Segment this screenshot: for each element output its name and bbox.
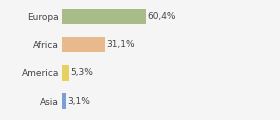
Bar [62,37,105,52]
Bar [62,93,66,109]
Text: 31,1%: 31,1% [106,40,135,49]
Bar [62,65,69,81]
Text: 60,4%: 60,4% [148,12,176,21]
Bar [62,9,146,24]
Text: 5,3%: 5,3% [71,68,93,77]
Text: 3,1%: 3,1% [67,97,90,106]
